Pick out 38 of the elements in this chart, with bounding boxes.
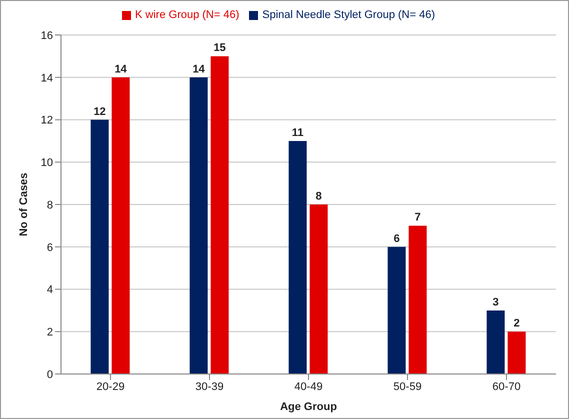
bar <box>508 332 526 374</box>
y-tick-label: 12 <box>40 114 53 127</box>
data-label: 8 <box>316 190 322 202</box>
x-tick-label: 60-70 <box>492 380 521 393</box>
data-label: 7 <box>414 212 421 224</box>
bar <box>408 226 427 374</box>
y-axis-title: No of Cases <box>18 172 30 236</box>
y-tick-label: 4 <box>46 284 53 296</box>
y-tick-label: 16 <box>40 30 53 42</box>
bar <box>90 120 109 374</box>
data-label: 3 <box>492 296 499 308</box>
data-label: 15 <box>214 42 226 54</box>
bar <box>310 204 328 374</box>
legend-label: Spinal Needle Stylet Group (N= 46) <box>262 9 435 21</box>
bar <box>210 56 229 374</box>
data-label: 11 <box>292 126 304 139</box>
data-label: 2 <box>514 318 520 330</box>
bar <box>112 77 130 374</box>
y-tick-label: 0 <box>46 368 53 381</box>
y-tick-label: 2 <box>46 326 53 339</box>
data-label: 6 <box>394 232 400 245</box>
data-label: 14 <box>114 63 128 76</box>
bar <box>288 140 307 374</box>
y-tick-label: 6 <box>46 242 53 254</box>
y-tick-label: 8 <box>46 199 53 212</box>
data-label: 14 <box>192 63 206 76</box>
x-axis-title: Age Group <box>280 401 338 413</box>
x-tick-label: 20-29 <box>96 380 125 393</box>
data-label: 12 <box>94 106 106 118</box>
bar <box>388 246 406 374</box>
y-tick-label: 14 <box>40 72 53 84</box>
bar <box>190 77 208 374</box>
x-tick-label: 40-49 <box>294 380 323 393</box>
y-tick-label: 10 <box>40 157 53 170</box>
legend-label: K wire Group (N= 46) <box>135 9 240 21</box>
x-tick-label: 30-39 <box>195 380 224 393</box>
x-tick-label: 50-59 <box>393 380 422 393</box>
bar <box>486 310 505 374</box>
